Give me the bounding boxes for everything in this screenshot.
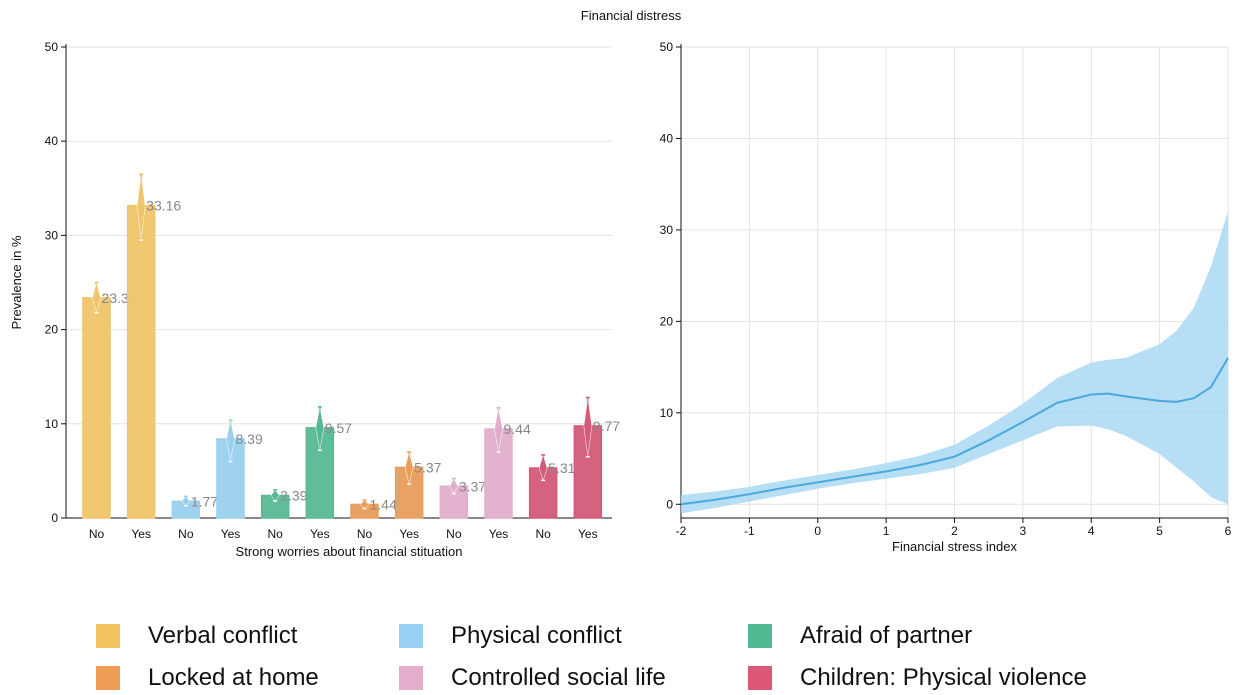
figure-title: Financial distress xyxy=(581,8,682,23)
line-x-tick-label: 5 xyxy=(1156,524,1163,538)
line-y-tick-label: 40 xyxy=(660,131,674,145)
bar-value-label: 1.44 xyxy=(370,496,397,512)
legend-item: Verbal conflict xyxy=(96,620,297,652)
bar-y-axis-label: Prevalence in % xyxy=(9,235,24,329)
figure: Financial distress 0102030405023.37No33.… xyxy=(9,8,1232,559)
line-y-tick-label: 50 xyxy=(660,40,674,54)
legend-item: Children: Physical violence xyxy=(748,662,1087,694)
line-x-tick-label: -1 xyxy=(744,524,755,538)
bar-value-label: 8.39 xyxy=(236,431,263,447)
bar-x-tick-label: No xyxy=(446,527,462,541)
legend-swatch xyxy=(748,666,772,690)
bar-y-tick-label: 50 xyxy=(45,40,59,54)
legend-label: Controlled social life xyxy=(451,664,666,691)
legend-item: Locked at home xyxy=(96,662,319,694)
legend-swatch xyxy=(96,666,120,690)
bar-y-tick-label: 40 xyxy=(45,134,59,148)
legend-item: Physical conflict xyxy=(399,620,622,652)
legend-item: Controlled social life xyxy=(399,662,666,694)
bar-value-label: 2.39 xyxy=(280,487,307,503)
line-y-tick-label: 0 xyxy=(666,497,673,511)
legend-label: Physical conflict xyxy=(451,622,622,649)
line-x-tick-label: 2 xyxy=(951,524,958,538)
bar-x-tick-label: Yes xyxy=(399,527,419,541)
legend-swatch xyxy=(96,624,120,648)
line-x-tick-label: -2 xyxy=(676,524,687,538)
bar-value-label: 5.37 xyxy=(414,459,441,475)
bar-y-tick-label: 10 xyxy=(45,417,59,431)
line-x-axis-label: Financial stress index xyxy=(892,539,1017,554)
bar-value-label: 9.44 xyxy=(504,421,531,437)
line-y-tick-label: 10 xyxy=(660,406,674,420)
bar-y-tick-label: 20 xyxy=(45,323,59,337)
legend-label: Afraid of partner xyxy=(800,622,973,649)
bar-x-tick-label: No xyxy=(267,527,283,541)
legend-label: Locked at home xyxy=(148,664,319,691)
bar-x-tick-label: No xyxy=(357,527,373,541)
bar-x-tick-label: Yes xyxy=(310,527,330,541)
line-x-tick-label: 3 xyxy=(1020,524,1027,538)
legend-swatch xyxy=(748,624,772,648)
bar-value-label: 9.57 xyxy=(325,420,352,436)
bar-x-tick-label: Yes xyxy=(131,527,151,541)
bar-value-label: 1.77 xyxy=(191,493,218,509)
legend-item: Afraid of partner xyxy=(748,620,972,652)
line-chart-panel: 0 10 20 30 40 50 -2 -1 0 1 2 3 4 5 6 Financial stress i… xyxy=(660,40,1232,554)
bar-value-label: 5.31 xyxy=(548,460,575,476)
legend-swatch xyxy=(399,666,423,690)
bar xyxy=(82,297,111,519)
bar-y-tick-label: 0 xyxy=(51,511,58,525)
line-y-tick-label: 20 xyxy=(660,314,674,328)
bar-x-tick-label: Yes xyxy=(221,527,241,541)
bar-value-label: 33.16 xyxy=(146,198,181,214)
line-x-tick-label: 6 xyxy=(1225,524,1232,538)
line-x-tick-label: 0 xyxy=(814,524,821,538)
line-x-tick-label: 4 xyxy=(1088,524,1095,538)
bar-x-tick-label: Yes xyxy=(578,527,598,541)
confidence-band xyxy=(681,211,1228,514)
legend-label: Verbal conflict xyxy=(148,622,298,649)
line-x-tick-label: 1 xyxy=(883,524,890,538)
legend-label: Children: Physical violence xyxy=(800,664,1087,691)
bar xyxy=(126,204,156,519)
bar-x-tick-label: No xyxy=(535,527,551,541)
bar-value-label: 3.37 xyxy=(459,478,486,494)
bar-x-axis-label: Strong worries about financial stituatio… xyxy=(236,544,463,559)
bar-y-tick-label: 30 xyxy=(45,228,59,242)
bar-x-tick-label: Yes xyxy=(489,527,509,541)
line-y-tick-label: 30 xyxy=(660,223,674,237)
prevalence-line xyxy=(680,357,1229,506)
bar-value-label: 9.77 xyxy=(593,418,620,434)
legend-swatch xyxy=(399,624,423,648)
bar-chart-panel: 0102030405023.37No33.16Yes1.77No8.39Yes2… xyxy=(9,40,620,559)
bar-x-tick-label: No xyxy=(89,527,105,541)
bar-x-tick-label: No xyxy=(178,527,194,541)
